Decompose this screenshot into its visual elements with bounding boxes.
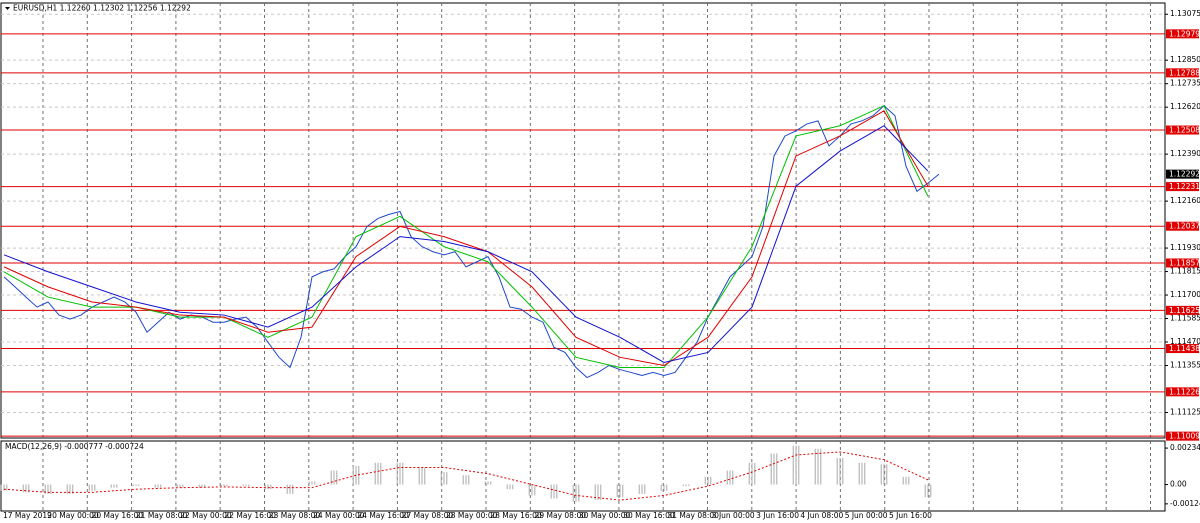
y-tick-label: 1.12160 [1170,196,1200,205]
y-tick-label: 1.11470 [1170,337,1200,346]
last-price-label: 1.12292 [1169,170,1200,179]
x-tick-label: 29 May 08:00 [535,511,587,520]
level-label: 1.11625 [1169,306,1200,315]
macd-title: MACD(12,26,9) -0.000777 -0.000724 [5,442,144,451]
level-tag [1166,125,1199,135]
y-tick-label: 1.12850 [1170,55,1200,64]
x-tick-label: 3 Jun 00:00 [712,511,755,520]
level-label: 1.12979 [1169,29,1200,38]
x-tick-label: 21 May 08:00 [136,511,188,520]
macd-panel-frame [0,440,1166,512]
y-tick-label: 1.11355 [1170,361,1200,370]
x-tick-label: 5 Jun 16:00 [889,511,932,520]
x-tick-label: 22 May 00:00 [180,511,232,520]
x-tick-label: 5 Jun 00:00 [845,511,888,520]
x-tick-label: 23 May 08:00 [269,511,321,520]
level-label: 1.11009 [1169,432,1200,441]
y-tick-label: 1.11700 [1170,290,1200,299]
y-tick-label: 1.12620 [1170,102,1200,111]
x-tick-label: 17 May 2019 [3,511,52,520]
last-price-tag [1166,169,1199,179]
y-tick-label: 0.00 [1170,480,1187,489]
x-tick-label: 28 May 00:00 [446,511,498,520]
y-tick-label: 1.11930 [1170,243,1200,252]
moving-average [3,110,929,367]
level-tag [1166,29,1199,39]
level-label: 1.12508 [1169,126,1200,135]
y-tick-label: 1.11125 [1170,407,1200,416]
level-tag [1166,305,1199,315]
signal-line [3,451,929,501]
level-label: 1.12037 [1169,222,1200,231]
x-tick-label: 27 May 08:00 [402,511,454,520]
moving-average [3,105,929,369]
chart-title: EURUSD,H1 1.12260 1.12302 1.12256 1.1229… [13,4,191,13]
x-tick-label: 4 Jun 08:00 [800,511,843,520]
x-tick-label: 30 May 00:00 [579,511,631,520]
x-tick-label: 24 May 00:00 [313,511,365,520]
y-tick-label: 1.11815 [1170,267,1200,276]
level-tag [1166,258,1199,268]
level-tag [1166,68,1199,78]
level-tag [1166,182,1199,192]
x-tick-label: 24 May 16:00 [357,511,409,520]
level-label: 1.11226 [1169,387,1200,396]
level-tag [1166,431,1199,441]
x-tick-label: 30 May 16:00 [623,511,675,520]
level-tag [1166,344,1199,354]
x-tick-label: 28 May 16:00 [490,511,542,520]
x-tick-label: 31 May 08:00 [668,511,720,520]
level-tag [1166,387,1199,397]
x-tick-label: 20 May 00:00 [47,511,99,520]
main-panel-frame [0,2,1166,439]
x-tick-label: 20 May 16:00 [92,511,144,520]
y-tick-label: -0.00124 [1170,499,1200,508]
x-tick-label: 22 May 16:00 [225,511,277,520]
x-tick-label: 3 Jun 16:00 [756,511,799,520]
level-label: 1.11857 [1169,258,1200,267]
y-tick-label: 1.12735 [1170,79,1200,88]
y-tick-label: 1.11585 [1170,314,1200,323]
level-label: 1.12231 [1169,182,1200,191]
price-line [3,105,940,379]
level-label: 1.11438 [1169,344,1200,353]
moving-average [3,125,929,363]
y-tick-label: 1.13075 [1170,9,1200,18]
level-label: 1.12788 [1169,68,1200,77]
level-tag [1166,221,1199,231]
menu-arrow [5,7,10,10]
y-tick-label: 1.12390 [1170,149,1200,158]
y-tick-label: 0.002344 [1170,443,1200,452]
